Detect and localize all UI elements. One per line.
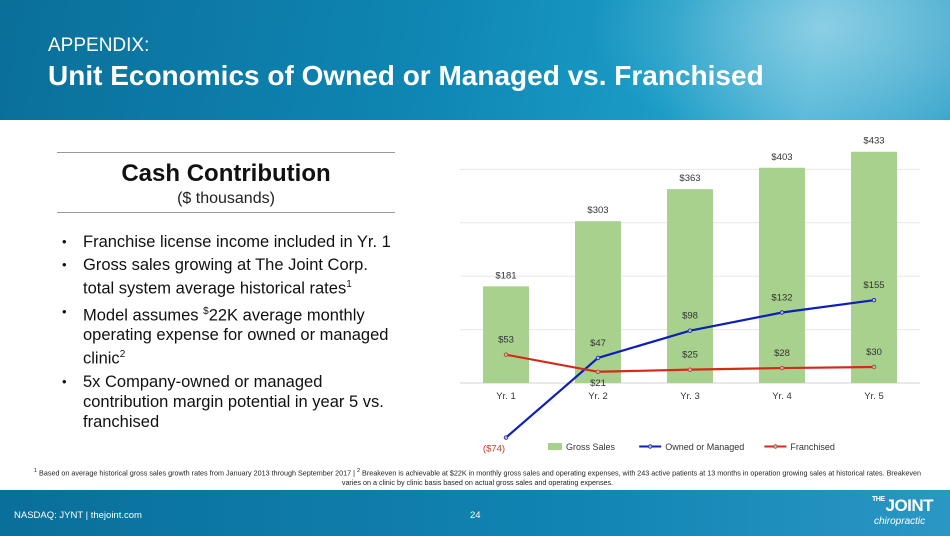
data-point: [779, 365, 785, 371]
bullet-item: Franchise license income included in Yr.…: [60, 232, 395, 252]
x-tick-label: Yr. 1: [496, 391, 516, 402]
legend-marker: [647, 444, 653, 449]
data-point: [595, 369, 601, 374]
x-tick-label: Yr. 5: [864, 391, 884, 402]
data-point: [687, 367, 693, 372]
x-tick-label: Yr. 3: [680, 391, 700, 402]
franchised-data-label: $25: [682, 350, 698, 361]
bar-gross-sales: [851, 151, 897, 383]
legend-marker: [773, 444, 778, 449]
header-swoosh-graphic: [570, 0, 950, 120]
footer-ticker-site: NASDAQ: JYNT | thejoint.com: [14, 510, 142, 521]
header-banner: APPENDIX: Unit Economics of Owned or Man…: [0, 0, 950, 120]
owned-data-label: ($74): [483, 444, 505, 455]
page-number: 24: [470, 510, 481, 521]
bullet-item: 5x Company-owned or managed contribution…: [60, 372, 395, 432]
bar-data-label: $303: [587, 205, 608, 216]
bar-data-label: $363: [679, 173, 700, 184]
data-point: [687, 328, 693, 333]
panel-title: Cash Contribution: [121, 160, 331, 187]
owned-data-label: $98: [682, 311, 698, 322]
x-tick-label: Yr. 2: [588, 391, 608, 402]
cash-contribution-chart: $181 $303 $363 $403 $433 Yr. 1 Yr. 2 Yr. 3 Yr. 4…: [460, 136, 920, 455]
the-joint-logo: THEJOINT chiropractic: [872, 496, 934, 527]
bullet-item: Gross sales growing at The Joint Corp. t…: [60, 255, 395, 299]
panel-subtitle: ($ thousands): [177, 190, 275, 207]
cash-contribution-panel: Cash Contribution ($ thousands): [57, 152, 395, 213]
legend-swatch: [548, 443, 562, 450]
data-point: [779, 310, 785, 315]
bar-data-label: $181: [495, 270, 516, 281]
data-point: [871, 298, 877, 303]
legend-entry: Franchised: [790, 442, 835, 452]
owned-data-label: $155: [863, 280, 884, 291]
data-point: [871, 364, 877, 370]
data-point: [503, 352, 509, 357]
franchised-data-label: $30: [866, 347, 882, 358]
data-point: [503, 435, 509, 440]
data-point: [595, 355, 601, 361]
header-pretitle: APPENDIX:: [48, 35, 150, 56]
franchised-data-label: $21: [590, 378, 606, 389]
bar-gross-sales: [483, 286, 529, 383]
bar-data-label: $433: [863, 136, 884, 147]
bar-data-label: $403: [771, 152, 792, 163]
legend-entry: Gross Sales: [566, 442, 616, 452]
bullet-item: Model assumes $22K average monthly opera…: [60, 302, 395, 369]
owned-data-label: $47: [590, 338, 606, 349]
bar-gross-sales: [667, 189, 713, 383]
footnote: 1 Based on average historical gross sale…: [34, 468, 921, 488]
x-tick-label: Yr. 4: [772, 391, 792, 402]
footer-bar: NASDAQ: JYNT | thejoint.com 24 THEJOINT …: [0, 490, 950, 536]
bar-gross-sales: [759, 167, 805, 383]
legend-entry: Owned or Managed: [665, 442, 744, 452]
franchised-data-label: $53: [498, 335, 514, 346]
page-title: Unit Economics of Owned or Managed vs. F…: [48, 60, 764, 91]
owned-data-label: $132: [771, 293, 792, 304]
bullet-list: Franchise license income included in Yr.…: [60, 232, 395, 435]
franchised-data-label: $28: [774, 348, 790, 359]
